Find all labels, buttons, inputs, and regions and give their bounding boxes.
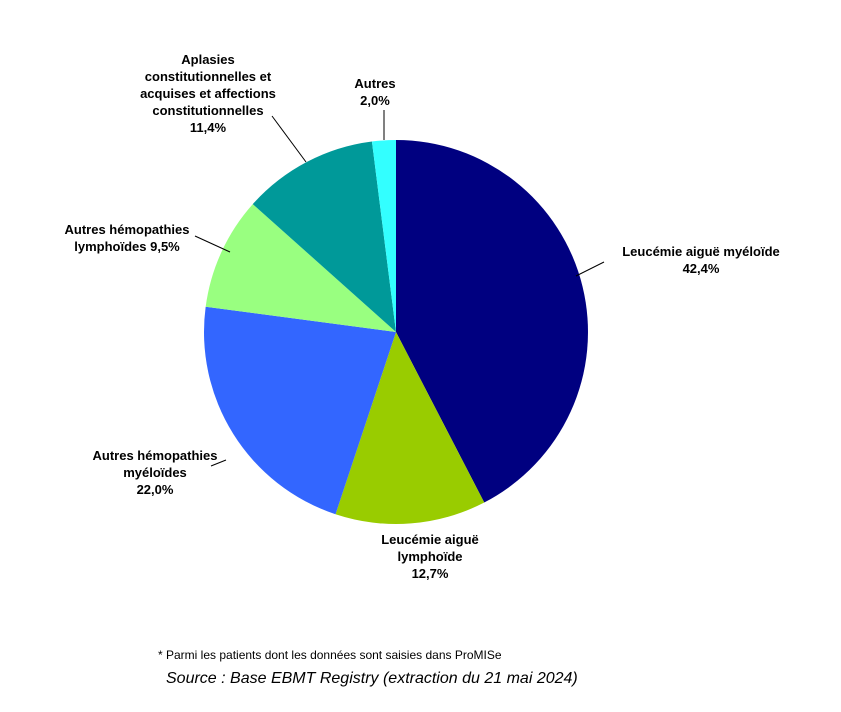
- slice-label-line: lymphoïde: [397, 549, 462, 564]
- slice-label-line: 42,4%: [683, 261, 720, 276]
- slice-label-line: Aplasies: [181, 52, 234, 67]
- slice-label-line: 11,4%: [190, 120, 227, 135]
- slice-label-line: acquises et affections: [140, 86, 276, 101]
- slice-label-2: Autres hémopathies myéloïdes 22,0%: [93, 448, 218, 497]
- slice-label-line: Leucémie aiguë myéloïde: [622, 244, 780, 259]
- slice-label-line: Leucémie aiguë: [381, 532, 479, 547]
- pie-slice-3: [205, 204, 396, 332]
- slice-label-line: 22,0%: [137, 482, 174, 497]
- slice-label-3: Autres hémopathies lymphoïdes 9,5%: [65, 222, 190, 254]
- leader-line-0: [575, 261, 605, 277]
- pie-slice-4: [252, 141, 396, 332]
- footnote: * Parmi les patients dont les données so…: [158, 648, 502, 662]
- slice-label-line: myéloïdes: [123, 465, 187, 480]
- pie-slice-2: [204, 306, 396, 515]
- slice-label-0: Leucémie aiguë myéloïde 42,4%: [622, 244, 780, 276]
- slice-label-1: Leucémie aiguë lymphoïde 12,7%: [381, 532, 479, 581]
- source-note: Source : Base EBMT Registry (extraction …: [166, 670, 578, 687]
- slice-label-line: constitutionnelles et: [145, 69, 272, 84]
- pie-slice-1: [335, 332, 485, 525]
- slice-label-line: 2,0%: [360, 93, 390, 108]
- pie-slice-0: [396, 140, 588, 503]
- slice-label-line: constitutionnelles: [152, 103, 263, 118]
- slice-label-line: Autres hémopathies: [65, 222, 190, 237]
- leader-line-2: [210, 459, 227, 467]
- slice-label-line: Autres hémopathies: [93, 448, 218, 463]
- slice-label-line: Autres: [354, 76, 395, 91]
- pie-chart: Leucémie aiguë myéloïde 42,4%Leucémie aig…: [65, 52, 780, 581]
- leader-line-4: [271, 115, 307, 163]
- pie-slice-5: [371, 140, 396, 332]
- leader-line-3: [194, 235, 231, 253]
- slice-label-line: 12,7%: [412, 566, 449, 581]
- slice-label-4: Aplasies constitutionnelles et acquises et…: [140, 52, 276, 135]
- slice-label-5: Autres 2,0%: [354, 76, 395, 108]
- slice-label-line: lymphoïdes 9,5%: [74, 239, 180, 254]
